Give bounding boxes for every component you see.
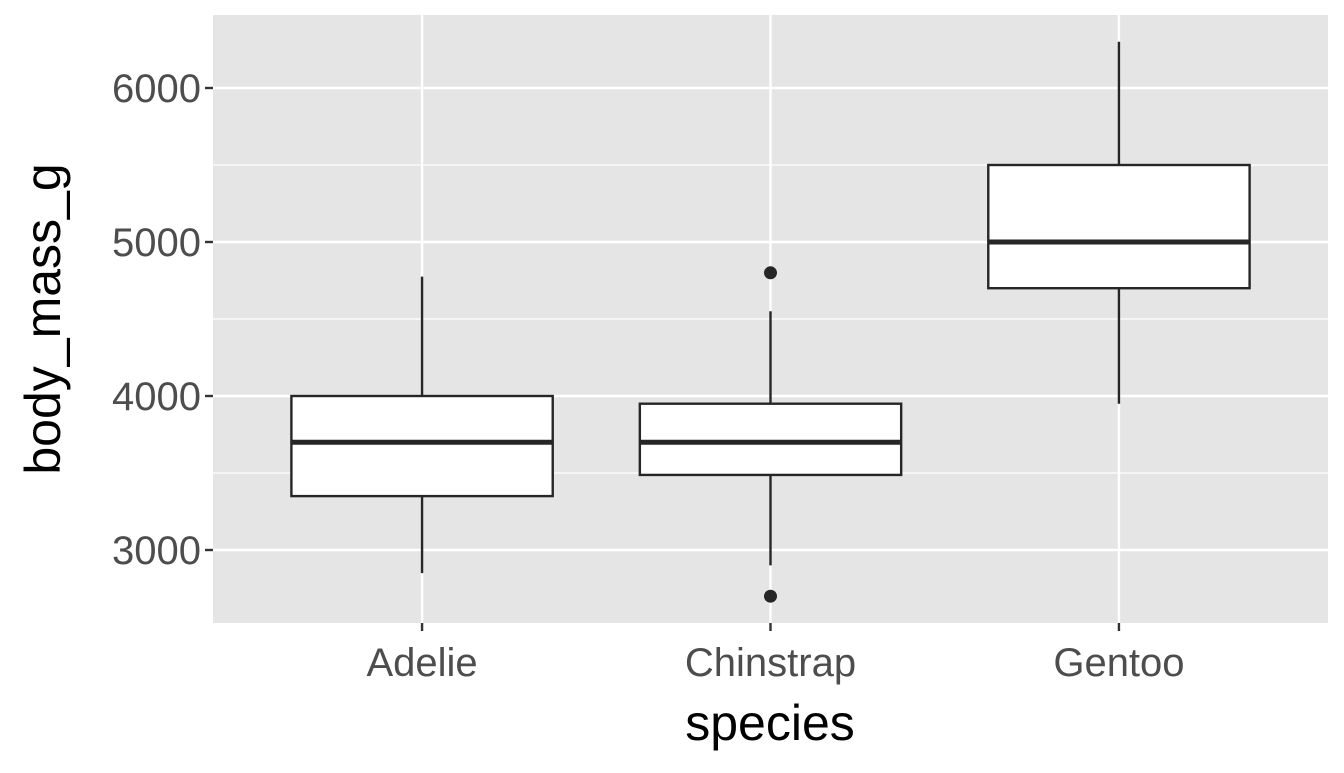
y-axis: 3000 4000 5000 6000 bbox=[112, 67, 213, 573]
y-axis-title: body_mass_g bbox=[15, 163, 71, 474]
x-axis-title: species bbox=[685, 695, 855, 751]
x-axis: Adelie Chinstrap Gentoo bbox=[366, 623, 1185, 685]
boxes bbox=[290, 41, 1251, 603]
y-tick-label: 6000 bbox=[112, 67, 201, 111]
x-tick-label: Chinstrap bbox=[685, 641, 856, 685]
x-tick-label: Adelie bbox=[366, 641, 477, 685]
box-adelie bbox=[290, 276, 554, 574]
y-tick-label: 3000 bbox=[112, 529, 201, 573]
outlier-point bbox=[764, 589, 777, 603]
box-chinstrap bbox=[638, 266, 903, 603]
iqr-box bbox=[987, 163, 1251, 290]
y-tick-label: 5000 bbox=[112, 221, 201, 265]
iqr-box bbox=[638, 402, 903, 477]
iqr-box bbox=[290, 394, 554, 498]
outlier-point bbox=[764, 266, 777, 280]
x-tick-label: Gentoo bbox=[1053, 641, 1184, 685]
y-tick-label: 4000 bbox=[112, 375, 201, 419]
box-gentoo bbox=[987, 41, 1251, 404]
